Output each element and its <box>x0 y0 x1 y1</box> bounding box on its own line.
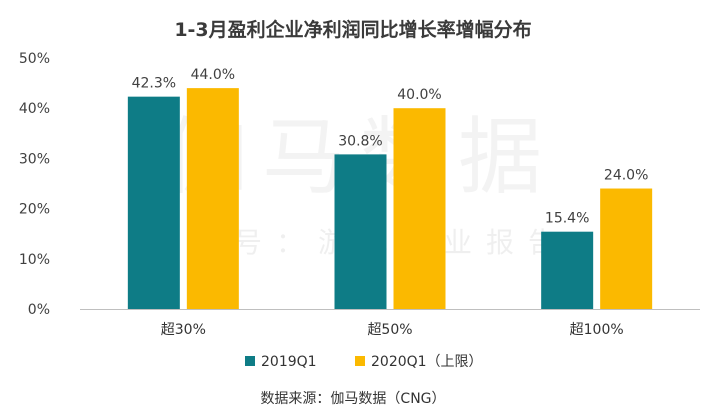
y-axis: 0% 10% 20% 30% 40% 50% <box>19 51 50 318</box>
y-tick-label: 0% <box>28 302 50 318</box>
legend-swatch <box>245 356 255 366</box>
x-category-label: 超50% <box>367 322 412 338</box>
bars: 42.3% 44.0% 30.8% 40.0% 15.4% 24.0% <box>127 67 653 310</box>
y-tick-label: 40% <box>19 101 50 117</box>
y-tick-label: 50% <box>19 51 50 67</box>
legend-swatch <box>355 356 365 366</box>
data-label: 44.0% <box>191 67 235 83</box>
source-note: 数据来源：伽马数据（CNG） <box>260 391 445 407</box>
data-label: 30.8% <box>338 133 382 149</box>
data-label: 15.4% <box>545 211 589 227</box>
bar-series-1 <box>541 231 594 309</box>
bar-series-1 <box>127 96 180 310</box>
bar-series-2 <box>600 188 653 309</box>
legend: 2019Q1 2020Q1（上限） <box>245 354 483 370</box>
x-axis: 超30% 超50% 超100% <box>161 322 624 338</box>
bar-series-2 <box>186 88 239 310</box>
x-category-label: 超30% <box>161 322 206 338</box>
legend-label: 2019Q1 <box>261 354 317 370</box>
data-label: 40.0% <box>397 87 441 103</box>
legend-label: 2020Q1（上限） <box>371 354 483 370</box>
y-tick-label: 10% <box>19 252 50 268</box>
x-category-label: 超100% <box>570 322 624 338</box>
y-tick-label: 30% <box>19 151 50 167</box>
bar-series-2 <box>393 108 446 309</box>
data-label: 24.0% <box>604 168 648 184</box>
bar-series-1 <box>334 154 387 309</box>
data-label: 42.3% <box>132 76 176 92</box>
chart-title: 1-3月盈利企业净利润同比增长率增幅分布 <box>174 18 531 41</box>
y-tick-label: 20% <box>19 202 50 218</box>
